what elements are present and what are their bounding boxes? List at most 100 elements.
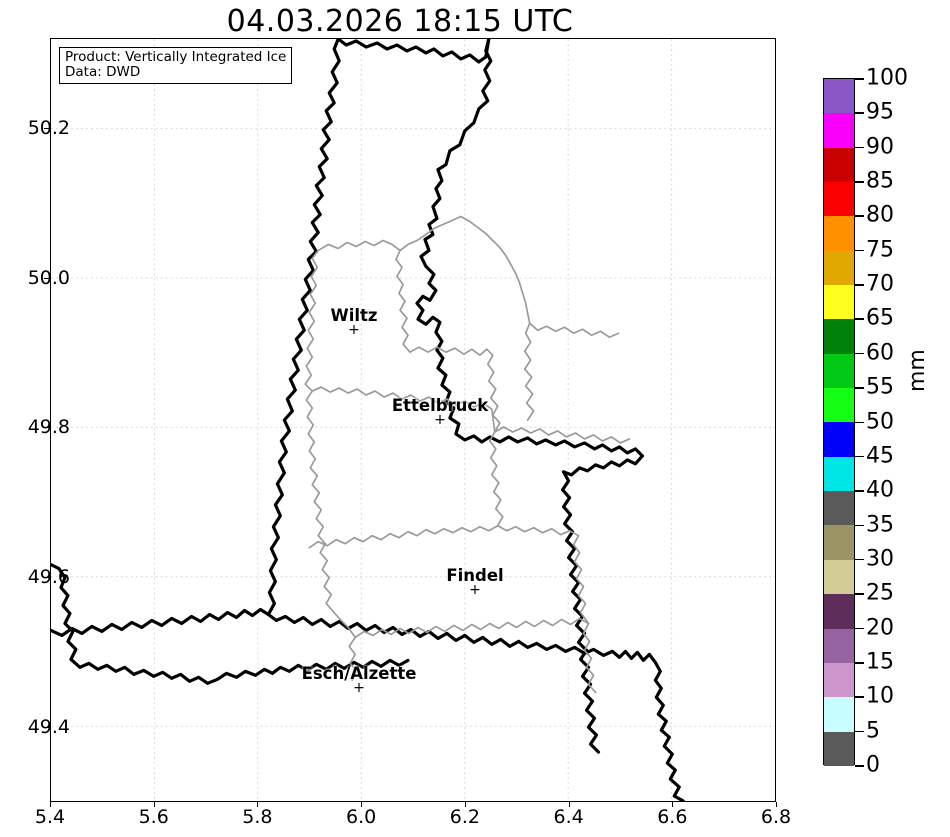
colorbar-tick-label: 0 [866, 752, 880, 778]
colorbar-tick-mark [855, 524, 864, 527]
y-tick-mark [44, 427, 50, 429]
colorbar-tick-label: 25 [866, 580, 894, 606]
colorbar-tick-mark [855, 387, 864, 389]
colorbar-tick-mark [855, 661, 864, 664]
colorbar-band-30-35 [824, 525, 854, 560]
x-tick-mark [568, 802, 570, 807]
colorbar-band-55-60 [824, 353, 854, 389]
colorbar-tick-mark [855, 421, 864, 424]
colorbar-tick-label: 15 [866, 649, 894, 675]
colorbar-tick-label: 45 [866, 443, 894, 469]
colorbar-tick-label: 50 [866, 409, 894, 434]
city-name: Ettelbruck [391, 396, 489, 415]
y-tick-label: 49.4 [27, 716, 70, 738]
colorbar-band-80-85 [824, 182, 854, 217]
product-info-box: Product: Vertically Integrated Ice Data:… [59, 47, 293, 85]
city-marker-icon: + [348, 322, 360, 338]
colorbar-band-15-20 [824, 628, 854, 663]
city-marker-icon: + [469, 582, 481, 598]
y-tick-label: 49.8 [27, 416, 70, 439]
colorbar[interactable] [823, 78, 855, 766]
colorbar-tick-mark [855, 558, 864, 561]
data-source-line: Data: DWD [65, 64, 141, 81]
x-tick-mark [464, 802, 466, 807]
colorbar-band-45-50 [824, 422, 854, 457]
city-marker-icon: + [353, 680, 365, 696]
city-name: Wiltz [330, 306, 378, 325]
city-name: Esch/Alzette [301, 664, 417, 683]
x-tick-label: 6.0 [345, 806, 377, 828]
colorbar-band-50-55 [824, 388, 854, 423]
colorbar-band-70-75 [824, 250, 854, 286]
x-tick-label: 5.4 [34, 806, 66, 828]
colorbar-band-20-25 [824, 594, 854, 629]
city-name: Findel [446, 566, 504, 585]
x-tick-label: 6.2 [449, 806, 480, 828]
x-tick-mark [153, 802, 155, 807]
x-tick-mark [257, 802, 259, 807]
colorbar-tick-mark [855, 78, 864, 80]
city-label-wiltz[interactable]: Wiltz + [330, 306, 378, 338]
colorbar-tick-label: 100 [866, 65, 908, 91]
colorbar-band-95-100 [824, 79, 854, 114]
colorbar-band-25-30 [824, 559, 854, 595]
map-canvas [51, 39, 775, 801]
city-label-ettelbruck[interactable]: Ettelbruck + [391, 396, 489, 427]
y-tick-mark [44, 277, 50, 279]
colorbar-tick-label: 20 [866, 615, 894, 641]
y-tick-label: 50.2 [27, 116, 70, 139]
colorbar-band-75-80 [824, 216, 854, 251]
colorbar-tick-mark [855, 215, 864, 217]
city-label-findel[interactable]: Findel + [446, 566, 504, 598]
national-border-lines [51, 39, 685, 801]
product-line: Product: Vertically Integrated Ice [65, 49, 287, 65]
x-tick-mark [50, 802, 51, 807]
x-tick-label: 6.8 [760, 806, 792, 828]
colorbar-tick-label: 80 [866, 202, 894, 228]
colorbar-tick-mark [855, 765, 864, 767]
colorbar-tick-mark [855, 352, 864, 355]
colorbar-tick-label: 85 [866, 168, 894, 194]
colorbar-tick-mark [855, 593, 864, 595]
colorbar-tick-mark [855, 146, 864, 149]
x-tick-label: 5.6 [138, 806, 169, 828]
colorbar-tick-mark [855, 249, 864, 252]
colorbar-tick-label: 40 [866, 477, 894, 503]
x-tick-label: 6.6 [657, 806, 688, 828]
colorbar-band-35-40 [824, 491, 854, 526]
colorbar-tick-mark [855, 696, 864, 698]
page-title: 04.03.2026 18:15 UTC [226, 4, 574, 39]
x-tick-label: 5.8 [242, 806, 273, 828]
colorbar-tick-label: 70 [866, 271, 894, 297]
canton-border-lines [304, 215, 631, 694]
colorbar-band-65-70 [824, 285, 854, 320]
colorbar-tick-label: 65 [866, 305, 894, 331]
colorbar-band-0-5 [824, 731, 854, 766]
y-tick-mark [44, 127, 50, 129]
colorbar-tick-label: 30 [866, 546, 894, 572]
colorbar-tick-label: 55 [866, 374, 894, 400]
city-label-esch-alzette[interactable]: Esch/Alzette + [301, 664, 417, 696]
x-tick-mark [672, 802, 674, 807]
map-plot-area[interactable]: Product: Vertically Integrated Ice Data:… [50, 38, 776, 802]
colorbar-band-85-90 [824, 147, 854, 183]
colorbar-unit-label: mm [905, 349, 930, 392]
colorbar-tick-label: 5 [866, 718, 880, 744]
colorbar-tick-label: 35 [866, 512, 894, 538]
colorbar-tick-label: 60 [866, 340, 894, 366]
y-tick-label: 50.0 [27, 266, 70, 289]
colorbar-tick-mark [855, 455, 864, 458]
colorbar-tick-mark [855, 112, 864, 114]
y-tick-label: 49.6 [27, 566, 70, 589]
colorbar-tick-mark [855, 490, 864, 492]
colorbar-band-90-95 [824, 113, 854, 148]
x-tick-label: 6.4 [553, 806, 584, 828]
colorbar-band-5-10 [824, 697, 854, 732]
x-tick-mark [361, 802, 363, 807]
colorbar-band-60-65 [824, 319, 854, 354]
colorbar-tick-mark [855, 318, 864, 321]
colorbar-tick-label: 90 [866, 134, 894, 160]
x-tick-mark [776, 802, 777, 807]
colorbar-band-40-45 [824, 456, 854, 492]
colorbar-tick-label: 10 [866, 683, 894, 709]
